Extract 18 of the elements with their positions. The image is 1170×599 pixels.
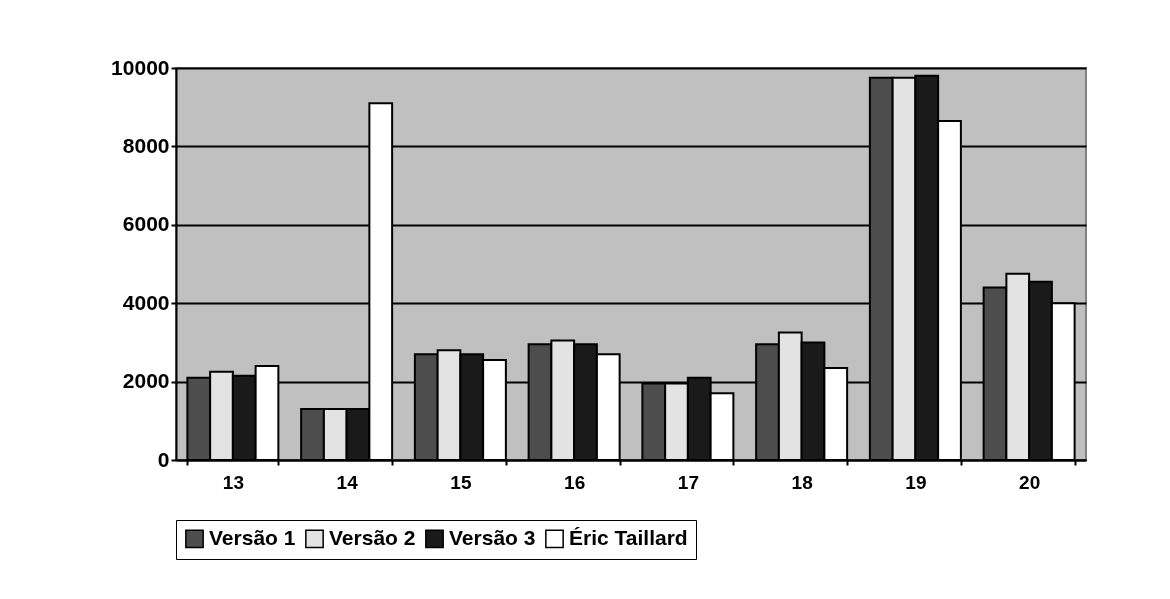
y-tick-label: 6000 xyxy=(122,212,170,236)
x-tick-label: 14 xyxy=(336,471,359,493)
x-tick-label: 17 xyxy=(677,471,699,493)
x-tick-label: 16 xyxy=(564,471,586,493)
y-tick-label: 10000 xyxy=(111,55,170,79)
x-tick-label: 13 xyxy=(222,471,244,493)
legend-label: Versão 1 xyxy=(209,525,296,549)
x-tick-label: 20 xyxy=(1019,471,1041,493)
y-tick-label: 0 xyxy=(157,447,170,471)
y-tick-label: 4000 xyxy=(122,290,170,314)
y-tick-label: 2000 xyxy=(122,369,170,393)
y-tick-label: 8000 xyxy=(122,133,170,157)
x-tick-label: 15 xyxy=(450,471,472,493)
x-tick-label: 18 xyxy=(791,471,813,493)
x-tick-label: 19 xyxy=(905,471,927,493)
legend-label: Versão 3 xyxy=(449,525,536,549)
legend-label: Versão 2 xyxy=(329,525,416,549)
legend-label: Éric Taillard xyxy=(569,525,688,549)
